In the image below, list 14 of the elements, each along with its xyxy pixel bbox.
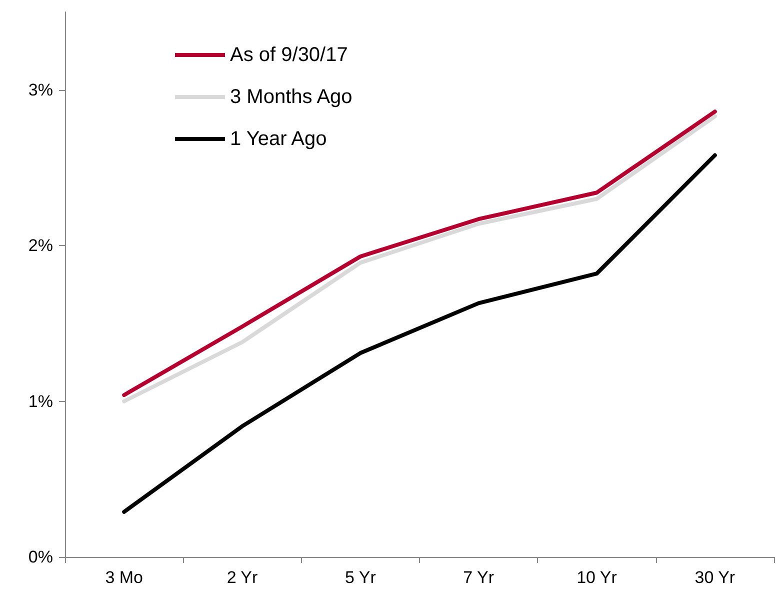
x-tick-label: 7 Yr xyxy=(463,568,494,587)
legend-label: 3 Months Ago xyxy=(230,86,352,108)
y-tick-label: 0% xyxy=(28,548,53,566)
x-tick-label: 30 Yr xyxy=(694,568,736,587)
y-tick-label: 1% xyxy=(28,392,53,411)
legend-label: 1 Year Ago xyxy=(230,128,327,150)
x-tick-label: 10 Yr xyxy=(576,568,618,587)
x-tick-label: 5 Yr xyxy=(344,568,376,587)
y-tick-label: 3% xyxy=(28,80,53,100)
y-tick-label: 2% xyxy=(28,236,53,256)
x-tick-label: 3 Mo xyxy=(105,568,143,587)
legend-label: As of 9/30/17 xyxy=(230,44,348,66)
line-series xyxy=(122,153,717,514)
x-tick-label: 2 Yr xyxy=(226,568,258,587)
